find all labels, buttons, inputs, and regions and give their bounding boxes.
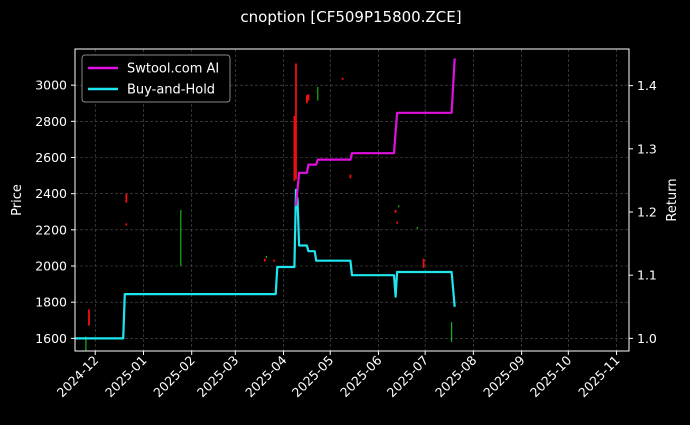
y2-tick-label: 1.0 [637, 331, 657, 346]
y2-tick-label: 1.1 [637, 268, 657, 283]
y-tick-label: 1800 [35, 295, 67, 310]
return-series [75, 58, 456, 340]
y-tick-label: 2800 [35, 114, 67, 129]
y-tick-label: 2200 [35, 222, 67, 237]
y2-tick-label: 1.2 [637, 205, 657, 220]
legend-box [81, 54, 231, 103]
benchmark-line [75, 188, 456, 340]
y-tick-label: 1600 [35, 331, 67, 346]
y-tick-label: 2000 [35, 259, 67, 274]
price-candles [85, 63, 453, 351]
legend-label-benchmark: Buy-and-Hold [127, 83, 215, 98]
legend: Swtool.com AI Buy-and-Hold [81, 54, 231, 103]
y2-axis-label: Return [665, 178, 680, 221]
plot-frame [74, 48, 630, 352]
y2-tick-label: 1.4 [637, 78, 657, 93]
y-tick-label: 3000 [35, 78, 67, 93]
y-tick-label: 2400 [35, 186, 67, 201]
strategy-line [294, 58, 456, 206]
y-axis-label: Price [10, 184, 25, 216]
chart-title: cnoption [CF509P15800.ZCE] [240, 8, 461, 26]
y-tick-label: 2600 [35, 150, 67, 165]
legend-label-strategy: Swtool.com AI [127, 62, 219, 77]
y2-tick-label: 1.3 [637, 141, 657, 156]
